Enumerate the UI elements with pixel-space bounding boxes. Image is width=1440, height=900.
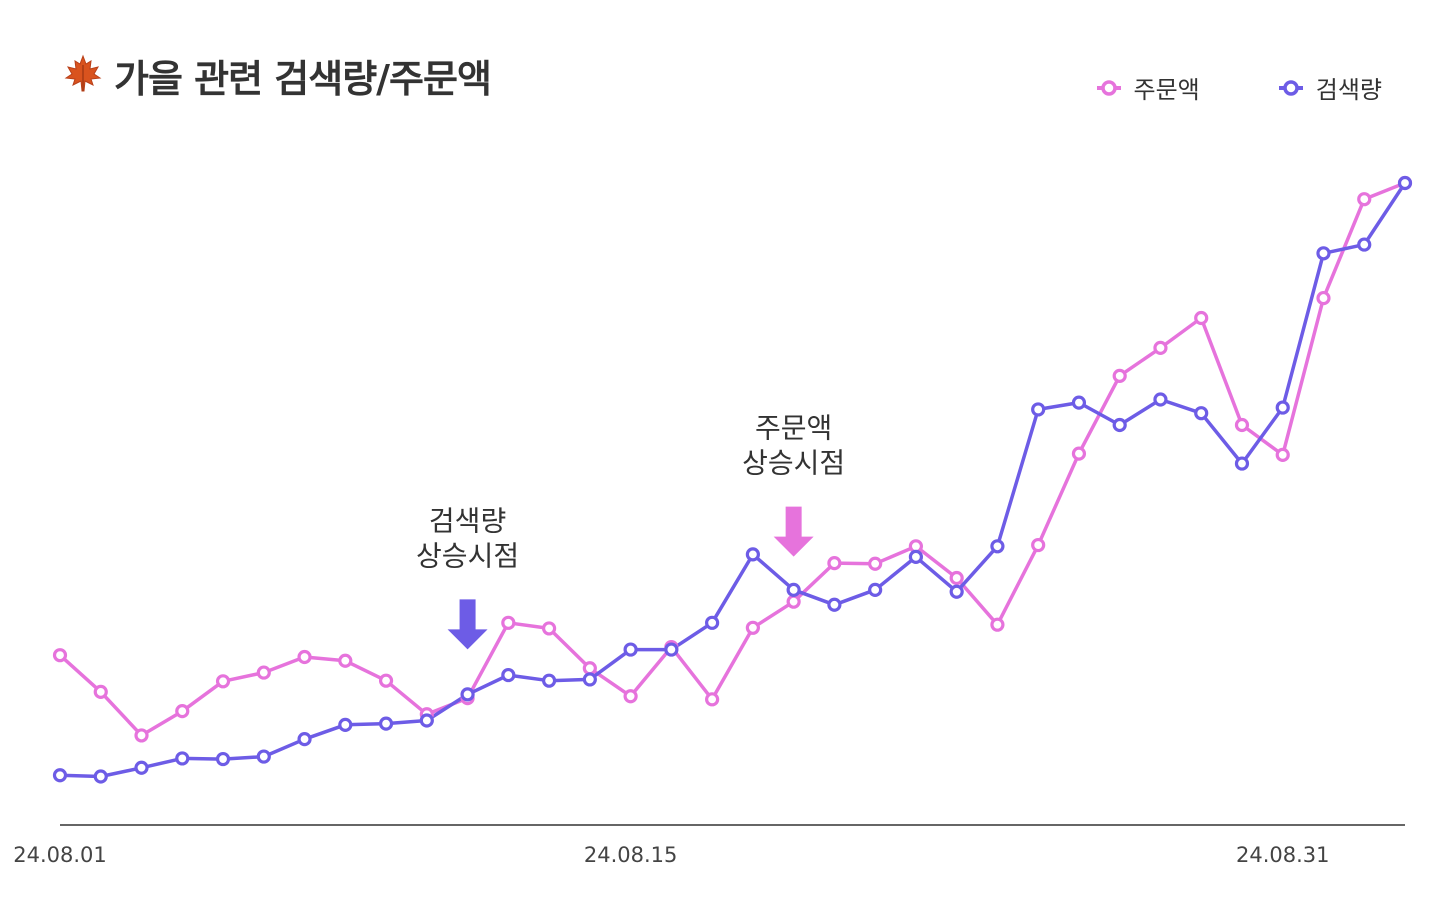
data-point-search — [1316, 246, 1331, 261]
data-point-search — [378, 716, 394, 731]
data-point-orders — [1194, 310, 1209, 326]
data-point-orders — [93, 684, 108, 699]
annotation-arrow-icon — [773, 506, 814, 557]
annotation-arrow-icon — [447, 599, 488, 650]
legend-item-search[interactable]: 검색량 — [1278, 70, 1382, 105]
data-point-orders — [256, 665, 271, 680]
data-point-orders — [297, 649, 312, 665]
data-point-search — [827, 597, 842, 612]
legend-marker-orders — [1096, 79, 1121, 96]
data-point-search — [949, 584, 964, 599]
chart-title-text: 가을 관련 검색량/주문액 — [114, 57, 492, 101]
data-point-search — [745, 547, 760, 562]
data-point-search — [134, 760, 149, 775]
data-point-search — [582, 672, 597, 687]
data-point-orders — [786, 594, 801, 609]
data-point-search — [338, 717, 353, 732]
data-point-search — [1194, 406, 1209, 421]
data-point-orders — [949, 570, 964, 586]
data-point-search — [1071, 395, 1087, 410]
legend: 주문액 검색량 — [1096, 70, 1382, 105]
data-point-search — [1234, 456, 1250, 471]
series-line-search — [58, 181, 1407, 779]
data-point-search — [93, 769, 108, 784]
data-point-search — [908, 549, 924, 564]
data-point-orders — [868, 556, 883, 571]
data-point-search — [256, 749, 271, 764]
data-point-search — [1112, 417, 1127, 433]
x-tick-label: 24.08.15 — [584, 843, 678, 867]
data-point-orders — [1153, 340, 1168, 355]
data-point-search — [1031, 402, 1046, 417]
data-point-search — [419, 713, 434, 728]
annotation-label: 주문액 — [755, 412, 832, 445]
data-point-search — [175, 751, 190, 766]
data-point-search — [541, 673, 557, 688]
data-point-orders — [827, 555, 842, 571]
data-point-search — [215, 751, 231, 767]
annotation-label: 검색량 — [429, 504, 506, 537]
data-point-orders — [1071, 446, 1087, 461]
data-point-orders — [215, 674, 231, 689]
data-point-search — [1397, 175, 1413, 191]
data-point-search — [623, 642, 638, 657]
data-point-search — [52, 768, 68, 783]
x-tick-label: 24.08.01 — [13, 843, 107, 867]
data-point-orders — [378, 673, 394, 688]
data-point-orders — [52, 648, 68, 663]
maple-leaf-icon — [62, 53, 104, 99]
data-point-orders — [1357, 192, 1372, 207]
data-point-orders — [990, 617, 1005, 632]
data-point-search — [705, 615, 720, 630]
data-point-orders — [1031, 537, 1046, 553]
data-point-search — [1275, 400, 1290, 415]
legend-label-search: 검색량 — [1315, 76, 1382, 104]
data-point-orders — [134, 728, 149, 743]
data-point-search — [1357, 237, 1372, 252]
data-point-orders — [1234, 417, 1250, 433]
data-point-orders — [582, 661, 597, 676]
data-point-search — [868, 582, 883, 597]
data-point-search — [786, 582, 801, 597]
x-tick-label: 24.08.31 — [1236, 843, 1330, 867]
data-point-orders — [175, 704, 190, 719]
data-point-search — [1153, 392, 1168, 407]
legend-marker-search — [1278, 79, 1303, 96]
data-point-orders — [501, 615, 516, 630]
data-point-orders — [1275, 447, 1290, 462]
data-point-search — [664, 642, 679, 657]
legend-label-orders: 주문액 — [1133, 76, 1200, 104]
data-point-search — [990, 539, 1005, 554]
chart-title: 가을 관련 검색량/주문액 — [62, 48, 492, 103]
data-point-orders — [338, 653, 353, 668]
annotation-label: 상승시점 — [742, 447, 845, 480]
data-point-search — [297, 732, 312, 747]
data-point-search — [460, 687, 475, 702]
annotation-label: 상승시점 — [416, 539, 519, 572]
data-point-orders — [1316, 290, 1331, 306]
data-point-orders — [705, 692, 720, 707]
series-line-orders — [58, 181, 1407, 738]
data-point-orders — [1112, 368, 1127, 383]
legend-item-orders[interactable]: 주문액 — [1096, 70, 1200, 105]
data-point-orders — [623, 689, 638, 704]
data-point-search — [501, 667, 516, 683]
data-point-orders — [541, 621, 557, 636]
data-point-orders — [745, 620, 760, 635]
